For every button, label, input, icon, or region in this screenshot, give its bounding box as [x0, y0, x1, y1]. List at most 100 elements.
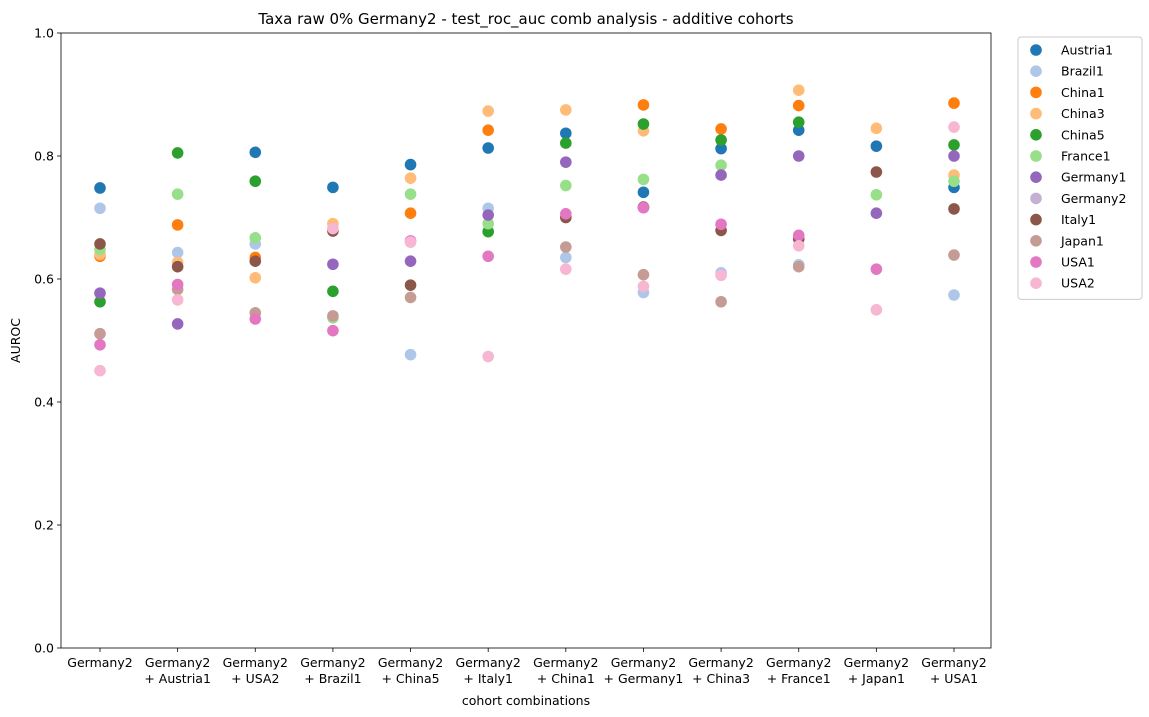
x-tick-label: Germany2 [455, 655, 520, 670]
data-point-brazil1 [404, 348, 417, 361]
legend-marker-japan1 [1030, 235, 1042, 247]
legend-marker-austria1 [1030, 44, 1042, 56]
x-tick-label: + Austria1 [144, 671, 211, 686]
y-tick-label: 0.4 [34, 395, 54, 410]
data-point-china5 [249, 175, 262, 188]
data-point-germany1 [870, 207, 883, 219]
legend-label-italy1: Italy1 [1061, 212, 1096, 227]
x-tick-label: + USA2 [231, 671, 279, 686]
data-point-usa1 [560, 208, 572, 220]
data-point-austria1 [715, 142, 727, 155]
data-point-china5 [948, 139, 960, 151]
data-point-usa1 [327, 324, 339, 337]
legend-label-france1: France1 [1061, 149, 1111, 164]
data-point-germany1 [94, 287, 106, 299]
data-point-france1 [948, 175, 960, 188]
x-tick-label: + USA1 [930, 671, 978, 686]
legend-marker-france1 [1030, 150, 1042, 162]
legend-label-china1: China1 [1061, 85, 1105, 100]
x-tick-label: Germany2 [223, 655, 288, 670]
data-point-brazil1 [560, 251, 572, 264]
x-tick-label: Germany2 [921, 655, 986, 670]
data-point-china3 [404, 172, 417, 184]
data-point-japan1 [404, 291, 417, 304]
plot-area [60, 32, 992, 649]
x-tick-label: + Germany1 [604, 671, 684, 686]
legend-label-japan1: Japan1 [1060, 233, 1104, 248]
legend-label-usa1: USA1 [1061, 255, 1095, 270]
data-point-austria1 [870, 140, 883, 152]
data-point-usa2 [171, 294, 184, 306]
data-point-japan1 [792, 260, 805, 273]
x-tick-label: Germany2 [378, 655, 443, 670]
x-tick-label: + China1 [537, 671, 595, 686]
data-point-italy1 [249, 255, 262, 267]
data-point-usa2 [94, 364, 106, 377]
y-tick-label: 0.2 [34, 518, 54, 533]
x-axis-label: cohort combinations [462, 693, 590, 708]
data-point-italy1 [94, 238, 106, 250]
data-point-austria1 [637, 186, 650, 199]
legend-box [1017, 36, 1143, 300]
legend-marker-china1 [1030, 86, 1042, 99]
data-points [94, 84, 960, 377]
data-point-usa2 [870, 303, 883, 316]
data-point-italy1 [404, 279, 417, 291]
x-tick-label: Germany2 [766, 655, 831, 670]
x-tick-label: + Brazil1 [304, 671, 361, 686]
data-point-france1 [404, 188, 417, 200]
data-point-china5 [637, 118, 650, 130]
data-point-usa1 [249, 313, 262, 325]
data-point-usa2 [327, 222, 339, 235]
data-point-china5 [715, 134, 727, 146]
data-point-austria1 [249, 146, 262, 159]
data-point-usa1 [715, 218, 727, 231]
legend-marker-germany2 [1030, 192, 1042, 205]
legend-marker-china3 [1030, 107, 1042, 120]
data-point-china5 [94, 295, 106, 308]
data-point-usa2 [792, 239, 805, 252]
data-point-china3 [249, 271, 262, 284]
data-point-usa2 [637, 280, 650, 293]
data-point-china5 [482, 225, 494, 238]
x-tick-label: Germany2 [300, 655, 365, 670]
y-tick-label: 0.6 [34, 272, 54, 287]
x-tick-label: Germany2 [67, 655, 132, 670]
x-tick-label: Germany2 [145, 655, 210, 670]
x-tick-label: Germany2 [844, 655, 909, 670]
legend-label-china3: China3 [1061, 106, 1105, 121]
data-point-italy1 [870, 166, 883, 178]
data-point-france1 [482, 217, 494, 230]
data-point-china3 [560, 104, 572, 116]
x-tick-label: Germany2 [533, 655, 598, 670]
data-point-austria1 [94, 182, 106, 194]
data-point-china1 [948, 97, 960, 109]
data-point-france1 [171, 188, 184, 200]
data-point-usa2 [404, 236, 417, 248]
data-point-usa1 [870, 263, 883, 275]
legend-label-china5: China5 [1061, 127, 1105, 142]
data-point-austria1 [404, 158, 417, 171]
legend-label-germany2: Germany2 [1061, 191, 1126, 206]
data-point-france1 [715, 159, 727, 172]
x-tick-label: Germany2 [611, 655, 676, 670]
data-point-germany1 [948, 150, 960, 162]
data-point-china1 [715, 123, 727, 135]
data-point-france1 [560, 179, 572, 192]
y-tick-label: 1.0 [34, 26, 54, 41]
data-point-china3 [482, 105, 494, 117]
data-point-austria1 [560, 127, 572, 140]
data-point-france1 [870, 188, 883, 201]
data-point-china3 [792, 84, 805, 96]
data-point-japan1 [715, 295, 727, 308]
data-point-japan1 [94, 327, 106, 340]
y-tick-label: 0.0 [34, 641, 54, 656]
x-tick-label: + France1 [767, 671, 831, 686]
data-point-brazil1 [171, 246, 184, 259]
legend-marker-germany1 [1030, 171, 1042, 183]
legend-label-brazil1: Brazil1 [1061, 64, 1104, 79]
y-axis: 0.0 0.2 0.4 0.6 0.8 1.0 [34, 26, 61, 656]
data-point-italy1 [948, 203, 960, 215]
data-point-china5 [792, 116, 805, 128]
